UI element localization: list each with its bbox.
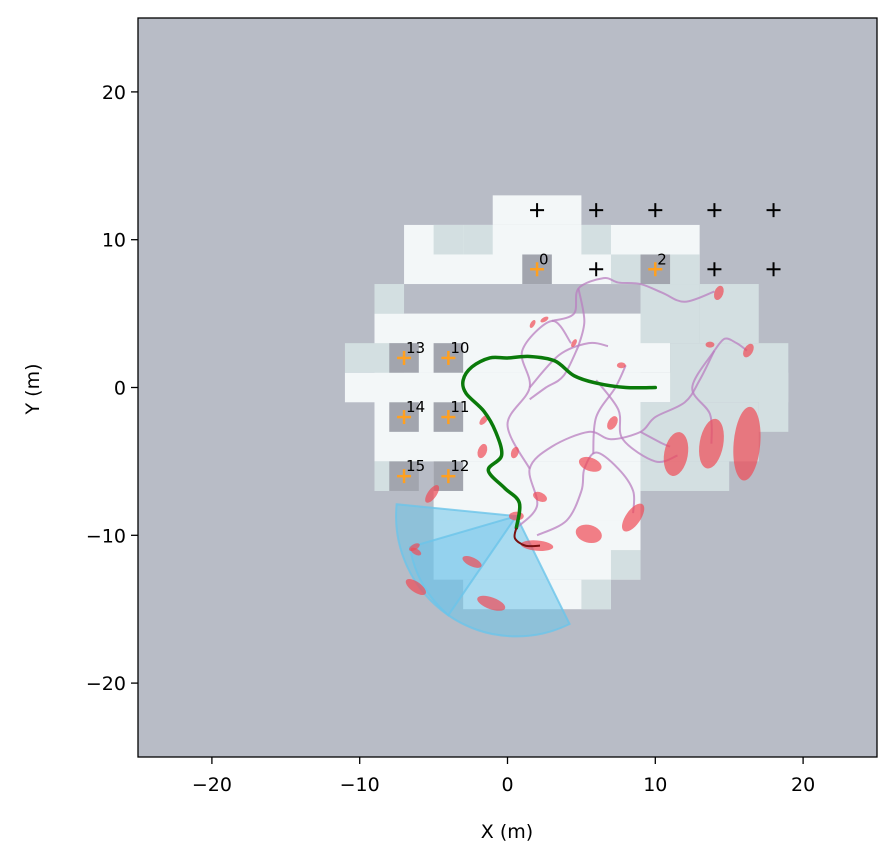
landmark-id-label: 0: [539, 250, 549, 268]
covariance-ellipse: [510, 446, 519, 459]
trajectory-tail: [513, 527, 541, 548]
grid-landmark-marker: [530, 203, 545, 218]
covariance-ellipse: [410, 547, 422, 556]
uncertain-cell: [640, 461, 730, 491]
covariance-ellipse: [508, 511, 524, 521]
robot-trajectory: [460, 354, 658, 548]
x-tick-label: 0: [501, 774, 513, 796]
landmark-id-label: 11: [450, 398, 469, 416]
uncertain-cell: [758, 372, 789, 432]
covariance-ellipse: [663, 432, 689, 476]
x-tick-label: −20: [192, 774, 232, 796]
observed-landmark-marker: [441, 469, 456, 484]
observed-landmark-marker: [397, 410, 412, 425]
y-tick-label: 10: [102, 230, 126, 252]
uncertain-cell: [581, 224, 611, 255]
x-tick-label: 20: [791, 774, 815, 796]
uncertain-cell: [640, 284, 700, 344]
observed-landmark-marker: [397, 350, 412, 365]
candidate-path: [592, 364, 627, 455]
x-tick-label: −10: [340, 774, 380, 796]
covariance-ellipse: [699, 418, 724, 469]
covariance-ellipse: [571, 339, 577, 348]
covariance-ellipse: [575, 524, 602, 544]
landmark-id-label: 12: [450, 457, 469, 475]
covariance-ellipse: [477, 443, 488, 459]
uncertain-cell: [374, 284, 405, 314]
grid-landmark-marker: [707, 262, 722, 277]
candidate-path: [713, 337, 748, 352]
observed-landmark-marker: [441, 350, 456, 365]
covariance-ellipse: [733, 406, 761, 481]
covariance-ellipse: [743, 343, 754, 358]
landmark-id-label: 2: [657, 250, 667, 268]
landmark-id-label: 14: [406, 398, 425, 416]
candidate-paths: [506, 276, 748, 537]
landmark-id-label: 10: [450, 339, 469, 357]
covariance-ellipse: [616, 362, 626, 369]
covariance-ellipses: [405, 285, 761, 611]
covariance-ellipse: [607, 416, 618, 430]
uncertain-cell: [581, 579, 611, 610]
candidate-path: [551, 276, 715, 322]
uncertain-cell: [610, 550, 641, 580]
x-axis-ticks: −20 −10 0 10 20: [192, 757, 815, 796]
x-axis-label: X (m): [481, 821, 533, 843]
y-axis-label: Y (m): [22, 364, 44, 416]
covariance-ellipse: [705, 341, 715, 348]
covariance-ellipse: [622, 503, 645, 532]
candidate-path: [515, 350, 716, 529]
uncertain-cell: [463, 224, 493, 255]
covariance-ellipse: [405, 579, 426, 596]
grid-landmark-marker: [766, 203, 781, 218]
y-tick-label: 0: [114, 378, 126, 400]
covariance-ellipse: [713, 285, 724, 301]
observed-landmark-marker: [397, 469, 412, 484]
sensor-field-of-view: [395, 503, 571, 638]
grid-landmark-marker: [707, 203, 722, 218]
covariance-ellipse: [529, 319, 536, 328]
y-axis-ticks: −20 −10 0 10 20: [86, 82, 138, 695]
uncertain-cell: [433, 224, 464, 255]
grid-landmark-marker: [589, 203, 604, 218]
trajectory-line: [460, 354, 658, 530]
covariance-ellipse: [425, 485, 440, 503]
grid-landmark-marker: [589, 262, 604, 277]
covariance-ellipse: [477, 595, 506, 611]
y-tick-label: −20: [86, 673, 126, 695]
landmark-id-label: 15: [406, 457, 425, 475]
candidate-path: [595, 379, 678, 463]
observed-landmark-marker: [530, 262, 545, 277]
y-tick-label: 20: [102, 82, 126, 104]
covariance-ellipse: [578, 456, 602, 472]
grid-landmark-marker: [648, 203, 663, 218]
y-tick-label: −10: [86, 525, 126, 547]
x-tick-label: 10: [643, 774, 667, 796]
grid-landmark-marker: [766, 262, 781, 277]
observed-landmark-marker: [648, 262, 663, 277]
candidate-path: [529, 345, 580, 401]
observed-landmark-marker: [441, 410, 456, 425]
covariance-ellipse: [540, 316, 549, 323]
candidate-path: [528, 341, 609, 389]
covariance-ellipse: [462, 555, 482, 568]
covariance-ellipse: [479, 415, 489, 425]
covariance-ellipse: [533, 491, 547, 502]
landmark-id-label: 13: [406, 339, 425, 357]
candidate-path: [577, 288, 586, 347]
landmarks: 0 2 13 10 14 11 15 12: [397, 203, 781, 484]
